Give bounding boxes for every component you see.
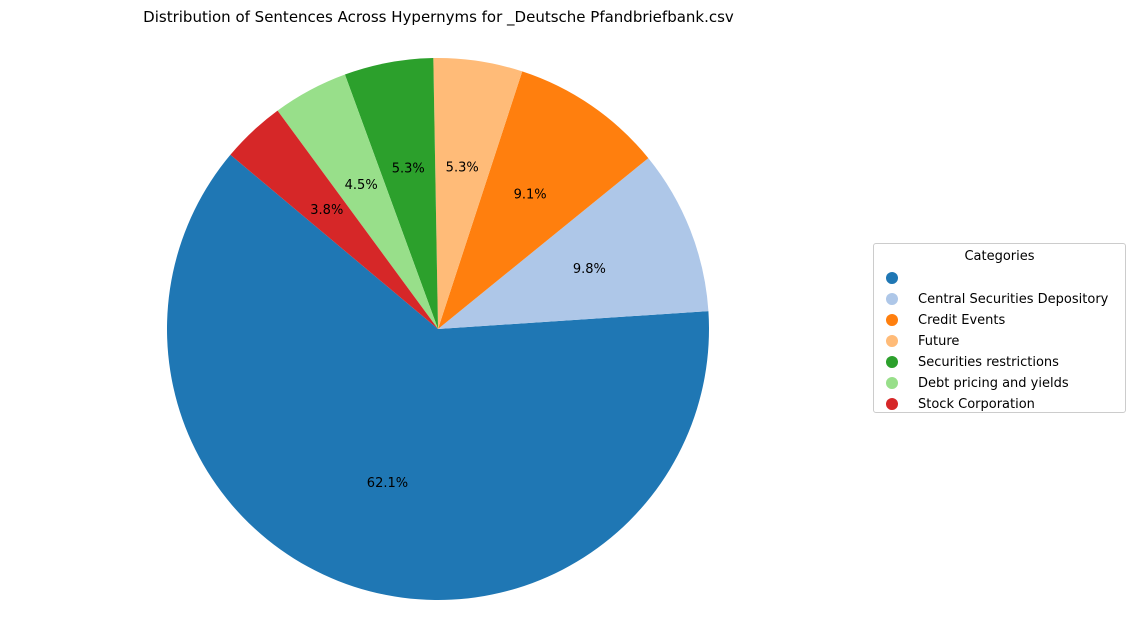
pie-slice-0 [167, 154, 710, 600]
legend-marker-icon [886, 335, 898, 347]
legend-entry: Credit Events [886, 311, 1005, 329]
pie-pct-label-4: 5.3% [392, 162, 425, 177]
legend-label: Debt pricing and yields [918, 375, 1069, 391]
chart-title: Distribution of Sentences Across Hyperny… [143, 8, 734, 26]
legend-entry: Future [886, 332, 959, 350]
pie-pct-label-5: 4.5% [345, 178, 378, 193]
pie-slice-1 [438, 158, 709, 329]
pie-slice-5 [277, 74, 438, 330]
legend-entry: Debt pricing and yields [886, 374, 1069, 392]
pie-pct-label-1: 9.8% [573, 262, 606, 277]
legend-label: Credit Events [918, 312, 1006, 328]
legend-label: Securities restrictions [918, 354, 1059, 370]
legend-label: Future [918, 333, 960, 349]
legend-entry [886, 269, 918, 287]
pie-slice-3 [433, 57, 523, 330]
legend-marker-icon [886, 293, 898, 305]
pie-slice-4 [344, 58, 438, 329]
pie-slice-6 [230, 110, 438, 329]
legend-entry: Securities restrictions [886, 353, 1059, 371]
legend-marker-icon [886, 398, 898, 410]
pie-pct-label-0: 62.1% [367, 476, 408, 491]
pie-slice-2 [438, 71, 649, 330]
legend-label: Stock Corporation [918, 396, 1035, 412]
legend-marker-icon [886, 377, 898, 389]
legend-entry: Stock Corporation [886, 395, 1035, 413]
legend-marker-icon [886, 314, 898, 326]
legend-marker-icon [886, 356, 898, 368]
pie-pct-label-6: 3.8% [310, 203, 343, 218]
legend-entry: Central Securities Depository [886, 290, 1108, 308]
legend-label: Central Securities Depository [918, 291, 1109, 307]
pie-pct-label-3: 5.3% [446, 161, 479, 176]
legend-title: Categories [964, 249, 1035, 264]
legend: Categories Central Securities Depository… [873, 243, 1126, 413]
pie-pct-label-2: 9.1% [514, 188, 547, 203]
legend-marker-icon [886, 272, 898, 284]
